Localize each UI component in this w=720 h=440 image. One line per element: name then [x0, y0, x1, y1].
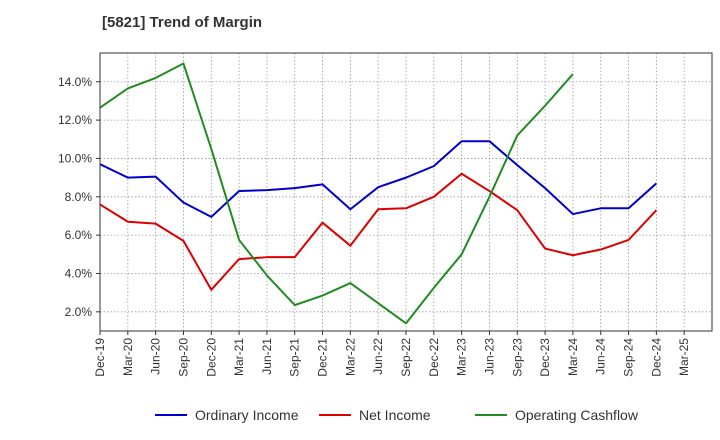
x-tick-label: Dec-20 [204, 338, 218, 377]
y-tick-label: 10.0% [58, 151, 92, 165]
legend-label-operating-cashflow: Operating Cashflow [515, 407, 639, 423]
y-tick-label: 12.0% [58, 113, 92, 127]
series-line-ordinary-income [99, 140, 658, 218]
y-tick-label: 2.0% [65, 305, 93, 319]
x-tick-label: Sep-24 [622, 338, 636, 377]
legend-label-ordinary-income: Ordinary Income [195, 407, 299, 423]
x-axis-ticks: Dec-19 Mar-20 Jun-20 Sep-20 Dec-20 Mar-21 Jun-… [93, 331, 691, 377]
x-tick-label: Sep-22 [399, 338, 413, 377]
x-tick-label: Jun-23 [482, 338, 496, 375]
series-line-net-income [99, 172, 658, 291]
y-tick-label: 6.0% [65, 228, 93, 242]
legend-label-net-income: Net Income [359, 407, 431, 423]
x-tick-label: Mar-20 [121, 338, 135, 376]
x-tick-label: Mar-25 [677, 338, 691, 376]
x-tick-label: Jun-20 [149, 338, 163, 375]
x-tick-label: Jun-21 [260, 338, 274, 375]
x-tick-label: Sep-23 [510, 338, 524, 377]
y-axis-ticks: 2.0% 4.0% 6.0% 8.0% 10.0% 12.0% 14.0% [58, 75, 100, 319]
series-line-operating-cashflow [99, 62, 574, 325]
x-tick-label: Mar-21 [232, 338, 246, 376]
x-tick-label: Sep-20 [176, 338, 190, 377]
x-tick-label: Mar-22 [343, 338, 357, 376]
chart-title: [5821] Trend of Margin [102, 14, 263, 31]
y-tick-label: 4.0% [65, 266, 93, 280]
chart-legend: Ordinary Income Net Income Operating Cashf… [155, 407, 639, 423]
x-tick-label: Dec-24 [649, 338, 663, 377]
y-tick-label: 14.0% [58, 75, 92, 89]
x-tick-label: Jun-24 [594, 338, 608, 375]
x-tick-label: Mar-24 [566, 338, 580, 376]
series-lines [99, 62, 658, 325]
x-tick-label: Dec-19 [93, 338, 107, 377]
x-tick-label: Dec-23 [538, 338, 552, 377]
y-tick-label: 8.0% [65, 190, 93, 204]
x-tick-label: Jun-22 [371, 338, 385, 375]
x-tick-label: Dec-22 [427, 338, 441, 377]
x-tick-label: Sep-21 [288, 338, 302, 377]
x-tick-label: Dec-21 [316, 338, 330, 377]
plot-background [100, 53, 712, 331]
x-tick-label: Mar-23 [455, 338, 469, 376]
